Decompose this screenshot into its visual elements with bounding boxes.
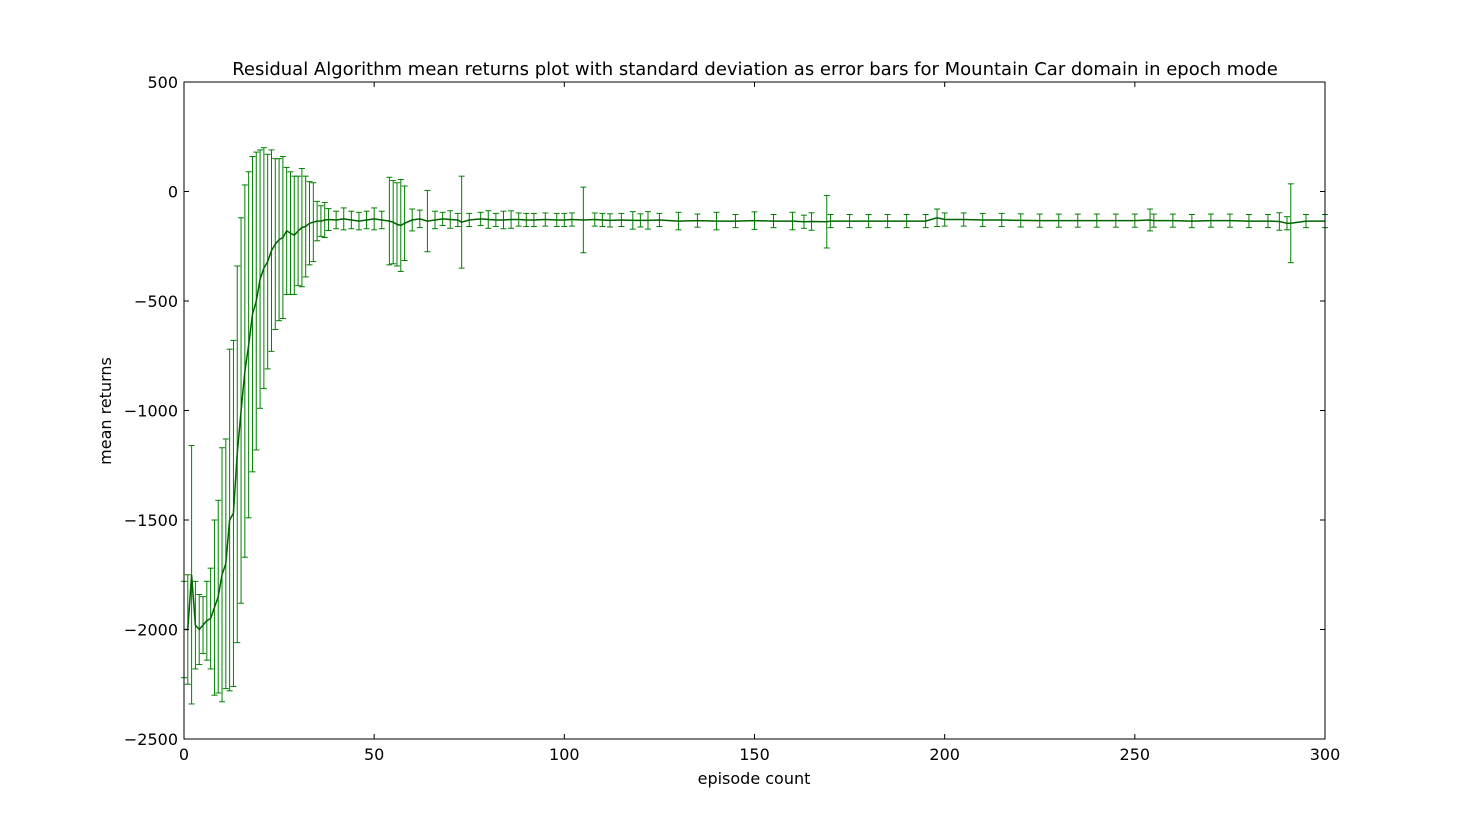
x-tick-label: 150 [739,745,770,764]
x-tick-label: 50 [364,745,384,764]
x-tick-label: 0 [179,745,189,764]
y-axis-label: mean returns [96,357,115,465]
x-tick-label: 200 [929,745,960,764]
y-tick-label: −2500 [124,730,178,749]
plot-area [184,82,1325,739]
x-tick-label: 300 [1310,745,1341,764]
x-axis-label: episode count [698,769,811,788]
x-tick-label: 250 [1120,745,1151,764]
y-axis-ticks: 500 0 −500 −1000 −1500 −2000 −2500 [124,73,1325,749]
y-tick-label: −2000 [124,621,178,640]
x-tick-label: 100 [549,745,580,764]
y-tick-label: 500 [147,73,178,92]
chart-title: Residual Algorithm mean returns plot wit… [232,59,1278,80]
x-axis-ticks: 0 50 100 150 200 250 300 [179,82,1340,764]
y-tick-label: −1500 [124,511,178,530]
y-tick-label: −1000 [124,402,178,421]
mean-returns-line [184,217,1325,631]
y-tick-label: −500 [134,292,178,311]
y-tick-label: 0 [168,183,178,202]
